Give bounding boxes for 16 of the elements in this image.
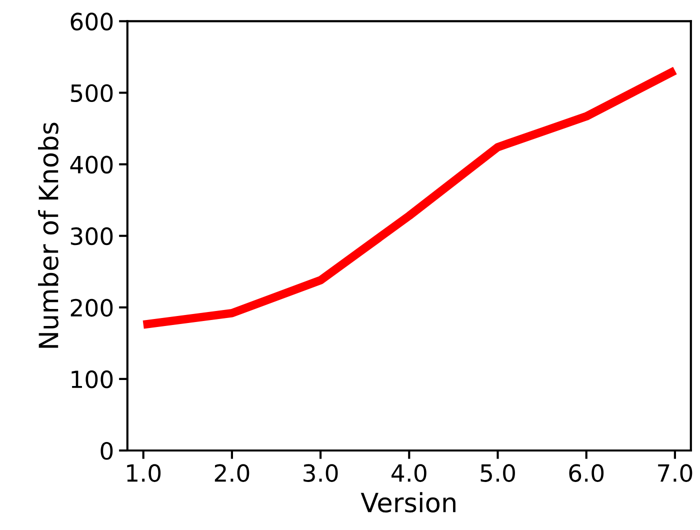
y-tick-label: 300 bbox=[70, 227, 113, 246]
y-tick-label: 200 bbox=[70, 298, 113, 317]
y-tick-label: 0 bbox=[100, 442, 113, 460]
x-tick-label: 3.0 bbox=[304, 464, 338, 482]
x-tick-label: 4.0 bbox=[392, 464, 426, 482]
x-tick-label: 7.0 bbox=[658, 464, 692, 482]
x-tick-label: 5.0 bbox=[480, 464, 515, 482]
y-tick-label: 500 bbox=[70, 84, 113, 102]
y-tick-label: 400 bbox=[70, 156, 113, 174]
y-axis-title: Number of Knobs bbox=[38, 122, 58, 348]
x-axis-title: Version bbox=[360, 492, 456, 513]
x-tick-label: 6.0 bbox=[569, 464, 604, 482]
y-tick-label: 600 bbox=[70, 12, 113, 31]
x-tick-label: 2.0 bbox=[214, 464, 250, 482]
x-tick-label: 1.0 bbox=[127, 464, 161, 482]
y-tick-label: 100 bbox=[72, 370, 113, 388]
